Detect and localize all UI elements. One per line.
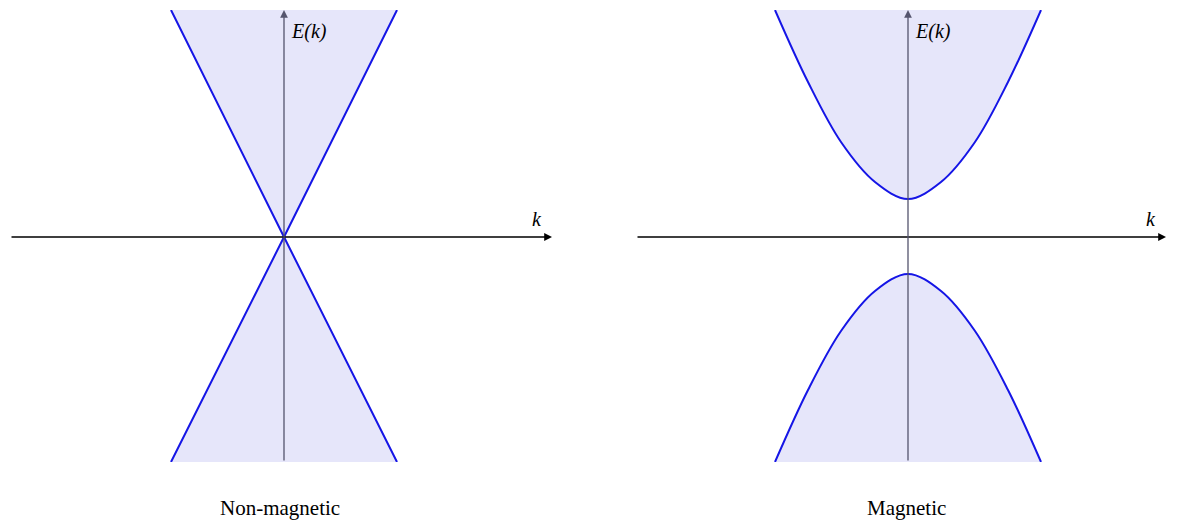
svg-text:Magnetic: Magnetic: [867, 496, 946, 520]
svg-text:E(k): E(k): [915, 20, 951, 43]
svg-text:k: k: [1146, 208, 1156, 230]
svg-text:k: k: [532, 208, 542, 230]
svg-text:Non-magnetic: Non-magnetic: [220, 496, 340, 520]
svg-text:E(k): E(k): [291, 20, 327, 43]
